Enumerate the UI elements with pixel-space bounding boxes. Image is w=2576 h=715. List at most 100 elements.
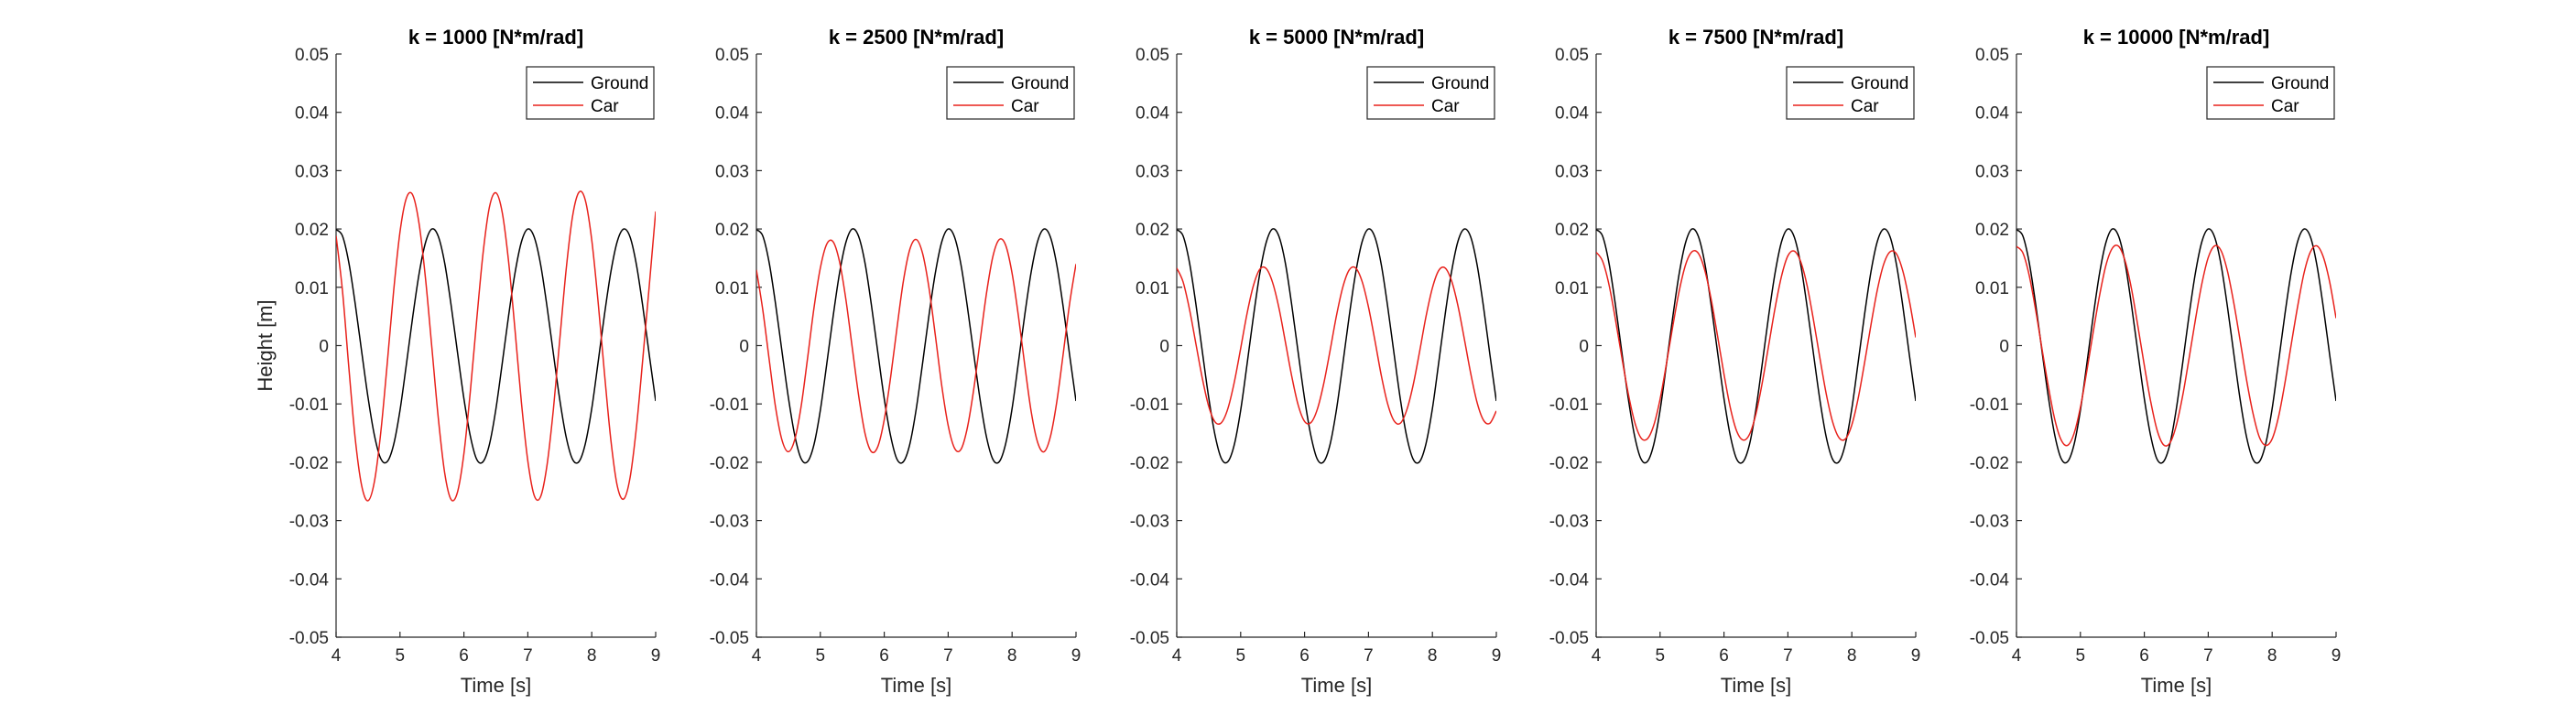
x-tick-label: 7 xyxy=(523,646,533,666)
x-tick-label: 8 xyxy=(1007,646,1017,666)
x-tick-label: 4 xyxy=(332,646,342,666)
series-line-car xyxy=(336,190,656,502)
legend-label: Ground xyxy=(1431,74,1489,93)
x-tick-label: 9 xyxy=(1492,646,1502,666)
x-tick-label: 7 xyxy=(2203,646,2213,666)
y-tick-label: 0.04 xyxy=(715,104,749,124)
x-tick-label: 9 xyxy=(651,646,661,666)
y-tick-label: -0.04 xyxy=(1130,570,1170,590)
legend-box xyxy=(1366,66,1495,120)
y-tick-label: 0.02 xyxy=(1975,221,2009,240)
series-line-car xyxy=(2016,244,2336,447)
y-tick-label: 0.05 xyxy=(1555,46,1589,65)
legend: Ground Car xyxy=(1786,66,1915,120)
x-tick-label: 9 xyxy=(1071,646,1081,666)
y-tick-label: 0 xyxy=(319,338,329,357)
y-tick-label: -0.02 xyxy=(1549,454,1589,473)
y-tick-label: 0.01 xyxy=(1975,279,2009,298)
y-tick-label: -0.03 xyxy=(289,513,329,532)
legend-label: Ground xyxy=(1011,74,1069,93)
legend: Ground Car xyxy=(946,66,1075,120)
chart-title: k = 1000 [N*m/rad] xyxy=(408,26,583,49)
x-tick-label: 5 xyxy=(1236,646,1246,666)
legend-box xyxy=(1786,66,1915,120)
y-tick-label: 0.03 xyxy=(1136,162,1169,181)
y-tick-label: 0.02 xyxy=(1136,221,1169,240)
y-tick-label: 0.03 xyxy=(715,162,749,181)
legend-label: Car xyxy=(1011,97,1039,116)
series-line-car xyxy=(1177,265,1496,426)
x-tick-label: 5 xyxy=(2076,646,2086,666)
y-tick-label: 0.03 xyxy=(295,162,329,181)
x-tick-label: 4 xyxy=(2012,646,2022,666)
legend-label: Car xyxy=(2271,97,2299,116)
x-axis-label: Time [s] xyxy=(881,674,951,697)
y-tick-label: -0.03 xyxy=(1549,513,1589,532)
y-tick-label: -0.02 xyxy=(710,454,749,473)
y-tick-label: 0.05 xyxy=(1975,46,2009,65)
x-axis-label: Time [s] xyxy=(1301,674,1372,697)
x-tick-label: 6 xyxy=(879,646,889,666)
x-tick-label: 8 xyxy=(1847,646,1857,666)
legend-label: Ground xyxy=(1851,74,1908,93)
legend-label: Car xyxy=(1431,97,1460,116)
y-tick-label: 0.01 xyxy=(1555,279,1589,298)
legend-box xyxy=(526,66,655,120)
x-axis-label: Time [s] xyxy=(2141,674,2212,697)
x-tick-label: 5 xyxy=(816,646,826,666)
subplot-1: -0.05 -0.04 -0.03 -0.02 -0.01 0 0.01 0.02 0.03 0.… xyxy=(254,26,660,697)
subplot-2: -0.05 -0.04 -0.03 -0.02 -0.01 0 0.01 0.02 0.03 0.… xyxy=(710,26,1081,697)
series-line-ground xyxy=(756,228,1076,464)
y-tick-label: -0.02 xyxy=(289,454,329,473)
subplot-4: -0.05 -0.04 -0.03 -0.02 -0.01 0 0.01 0.02 0.03 0.… xyxy=(1549,26,1921,697)
series-line-ground xyxy=(2016,228,2336,464)
y-tick-label: -0.04 xyxy=(1970,570,2010,590)
y-tick-label: -0.03 xyxy=(1970,513,2009,532)
y-tick-label: -0.02 xyxy=(1130,454,1169,473)
y-tick-label: -0.03 xyxy=(1130,513,1169,532)
chart-title: k = 5000 [N*m/rad] xyxy=(1249,26,1424,49)
subplot-3: -0.05 -0.04 -0.03 -0.02 -0.01 0 0.01 0.02 0.03 0.… xyxy=(1130,26,1502,697)
legend-label: Car xyxy=(1851,97,1879,116)
y-tick-label: 0.02 xyxy=(295,221,329,240)
series-line-ground xyxy=(1596,228,1916,464)
y-tick-label: -0.05 xyxy=(1970,629,2009,648)
y-tick-label: -0.05 xyxy=(1549,629,1589,648)
x-tick-label: 4 xyxy=(752,646,762,666)
y-tick-label: -0.03 xyxy=(710,513,749,532)
y-tick-label: 0.01 xyxy=(1136,279,1169,298)
y-tick-label: 0.05 xyxy=(295,46,329,65)
legend-box xyxy=(946,66,1075,120)
y-tick-label: 0.04 xyxy=(1975,104,2009,124)
x-tick-label: 9 xyxy=(2331,646,2342,666)
y-tick-label: 0.01 xyxy=(715,279,749,298)
y-tick-label: 0.05 xyxy=(1136,46,1169,65)
series-line-car xyxy=(1596,250,1916,441)
y-tick-label: -0.01 xyxy=(710,395,749,415)
y-tick-label: 0.01 xyxy=(295,279,329,298)
x-tick-label: 8 xyxy=(1428,646,1438,666)
legend: Ground Car xyxy=(2206,66,2335,120)
y-tick-label: -0.01 xyxy=(1970,395,2009,415)
x-tick-label: 5 xyxy=(1656,646,1666,666)
series-line-car xyxy=(756,238,1076,454)
x-tick-label: 4 xyxy=(1592,646,1602,666)
y-tick-label: -0.04 xyxy=(289,570,330,590)
y-tick-label: -0.05 xyxy=(1130,629,1169,648)
x-axis-label: Time [s] xyxy=(1721,674,1791,697)
y-tick-label: 0 xyxy=(1579,338,1589,357)
y-tick-label: 0 xyxy=(739,338,749,357)
series-line-ground xyxy=(336,228,656,464)
legend: Ground Car xyxy=(526,66,655,120)
subplot-5: -0.05 -0.04 -0.03 -0.02 -0.01 0 0.01 0.02 0.03 0.… xyxy=(1970,26,2342,697)
legend: Ground Car xyxy=(1366,66,1495,120)
y-tick-label: 0.03 xyxy=(1975,162,2009,181)
y-tick-label: -0.05 xyxy=(289,629,329,648)
y-tick-label: -0.02 xyxy=(1970,454,2009,473)
x-tick-label: 6 xyxy=(459,646,469,666)
x-tick-label: 8 xyxy=(2267,646,2277,666)
legend-label: Ground xyxy=(2271,74,2329,93)
x-axis-label: Time [s] xyxy=(461,674,531,697)
y-tick-label: 0.04 xyxy=(1555,104,1589,124)
x-tick-label: 5 xyxy=(396,646,406,666)
